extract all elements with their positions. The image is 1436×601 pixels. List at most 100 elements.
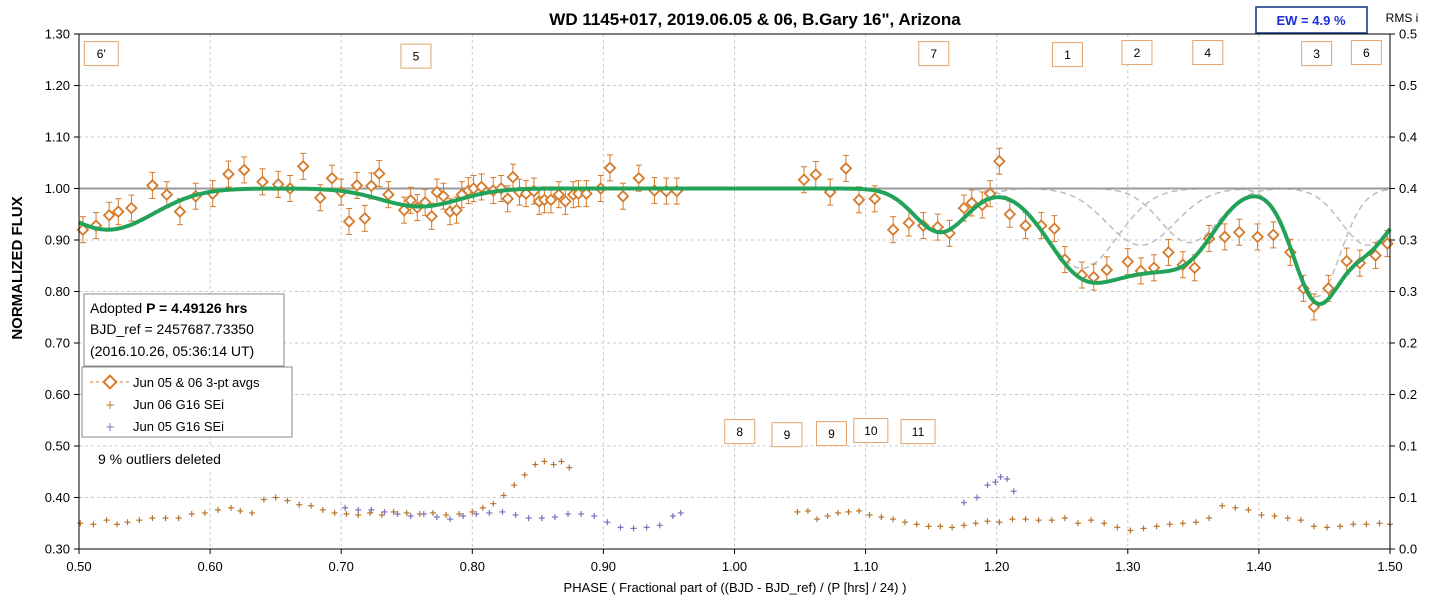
y-tick-label: 0.80 bbox=[45, 284, 70, 299]
rms-point-jun06 bbox=[201, 509, 208, 516]
rms-point-jun06 bbox=[878, 514, 885, 521]
rms-point-jun05 bbox=[525, 515, 532, 522]
rms-point-jun05 bbox=[997, 473, 1004, 480]
rms-point-jun06 bbox=[1219, 502, 1226, 509]
svg-text:3: 3 bbox=[1313, 47, 1320, 61]
flux-point bbox=[1134, 257, 1148, 285]
rms-point-jun06 bbox=[1192, 519, 1199, 526]
rms-point-jun05 bbox=[1010, 488, 1017, 495]
rms-point-jun06 bbox=[429, 509, 436, 516]
x-tick-label: 1.50 bbox=[1377, 559, 1402, 574]
rms-point-jun06 bbox=[1153, 523, 1160, 530]
dip-label: 9 bbox=[771, 422, 803, 448]
rms-point-jun06 bbox=[890, 516, 897, 523]
flux-point bbox=[296, 152, 310, 180]
rms-point-jun06 bbox=[237, 507, 244, 514]
rms-point-jun06 bbox=[1324, 524, 1331, 531]
rms-point-jun06 bbox=[1284, 515, 1291, 522]
rms-point-jun06 bbox=[558, 458, 565, 465]
rms-point-jun06 bbox=[162, 515, 169, 522]
flux-point bbox=[325, 164, 339, 192]
rms-point-jun06 bbox=[1166, 521, 1173, 528]
dip-labels: 6' 5 7 1 2 4 3 6 8 9 9 10 11 bbox=[83, 40, 1382, 448]
flux-point bbox=[992, 147, 1006, 175]
svg-text:7: 7 bbox=[930, 47, 937, 61]
y-tick-label: 1.20 bbox=[45, 78, 70, 93]
flux-point bbox=[1121, 248, 1135, 276]
flux-point bbox=[616, 182, 630, 210]
y2-axis-label: RMS i bbox=[1386, 11, 1419, 25]
ew-label: EW = 4.9 % bbox=[1277, 13, 1346, 28]
svg-text:6: 6 bbox=[1363, 46, 1370, 60]
x-tick-label: 0.70 bbox=[329, 559, 354, 574]
rms-point-jun06 bbox=[901, 519, 908, 526]
svg-text:8: 8 bbox=[736, 425, 743, 439]
flux-point bbox=[1087, 263, 1101, 291]
rms-point-jun06 bbox=[1310, 523, 1317, 530]
rms-point-jun06 bbox=[249, 509, 256, 516]
rms-point-jun05 bbox=[974, 494, 981, 501]
flux-point bbox=[670, 177, 684, 205]
flux-point bbox=[146, 171, 159, 199]
rms-point-jun06 bbox=[845, 508, 852, 515]
flux-point bbox=[519, 180, 533, 208]
rms-point-jun06 bbox=[214, 506, 221, 513]
flux-point bbox=[886, 216, 900, 244]
y-tick-label: 1.00 bbox=[45, 181, 70, 196]
rms-point-jun06 bbox=[343, 510, 350, 517]
rms-point-jun06 bbox=[1140, 525, 1147, 532]
y2-tick-label: 0.1 bbox=[1399, 490, 1417, 505]
outliers-note-bg bbox=[86, 447, 254, 471]
rms-point-jun05 bbox=[460, 513, 467, 520]
dip-label: 10 bbox=[853, 418, 889, 444]
rms-point-jun06 bbox=[824, 513, 831, 520]
rms-point-jun06 bbox=[403, 509, 410, 516]
flux-point bbox=[462, 177, 475, 205]
flux-point bbox=[552, 181, 566, 209]
flux-point bbox=[506, 163, 520, 191]
flux-point bbox=[659, 177, 673, 205]
rms-point-jun05 bbox=[381, 508, 388, 515]
dip-label: 2 bbox=[1121, 40, 1153, 66]
rms-point-jun06 bbox=[814, 516, 821, 523]
flux-point bbox=[538, 186, 551, 214]
rms-point-jun06 bbox=[794, 508, 801, 515]
flux-points bbox=[76, 147, 1394, 321]
rms-point-jun06 bbox=[1088, 517, 1095, 524]
rms-point-jun06 bbox=[1101, 520, 1108, 527]
flux-point bbox=[256, 168, 269, 196]
y-tick-label: 0.90 bbox=[45, 233, 70, 248]
flux-point bbox=[983, 180, 997, 208]
rms-point-jun06 bbox=[1363, 521, 1370, 528]
dip-label: 3 bbox=[1301, 41, 1333, 67]
y-axis-label: NORMALIZED FLUX bbox=[9, 196, 26, 339]
x-tick-label: 0.80 bbox=[460, 559, 485, 574]
legend-plus-marker-jun06: + bbox=[105, 398, 115, 412]
y2-tick-label: 0.4 bbox=[1399, 130, 1417, 145]
flux-point bbox=[931, 213, 945, 241]
flux-point bbox=[364, 172, 378, 200]
grid bbox=[78, 33, 1391, 550]
flux-point bbox=[579, 180, 593, 208]
ew-box bbox=[1255, 6, 1368, 34]
x-tick-label: 0.90 bbox=[591, 559, 616, 574]
flux-point bbox=[382, 181, 395, 209]
rms-point-jun06 bbox=[835, 509, 842, 516]
rms-point-jun06 bbox=[913, 521, 920, 528]
rms-point-jun05 bbox=[578, 510, 585, 517]
x-tick-label: 0.50 bbox=[66, 559, 91, 574]
y2-tick-label: 0.3 bbox=[1399, 284, 1417, 299]
dip-label: 6 bbox=[1350, 40, 1382, 66]
rms-point-jun05 bbox=[499, 508, 506, 515]
rms-point-jun06 bbox=[1206, 515, 1213, 522]
svg-text:9: 9 bbox=[828, 427, 835, 441]
flux-point bbox=[603, 154, 617, 182]
flux-point bbox=[1147, 254, 1161, 282]
rms-point-jun05 bbox=[486, 509, 493, 516]
svg-text:11: 11 bbox=[912, 425, 925, 439]
flux-point bbox=[1218, 223, 1232, 251]
rms-point-jun06 bbox=[1232, 504, 1239, 511]
flux-point bbox=[222, 160, 235, 188]
rms-point-jun06 bbox=[856, 507, 863, 514]
rms-point-jun05 bbox=[677, 509, 684, 516]
